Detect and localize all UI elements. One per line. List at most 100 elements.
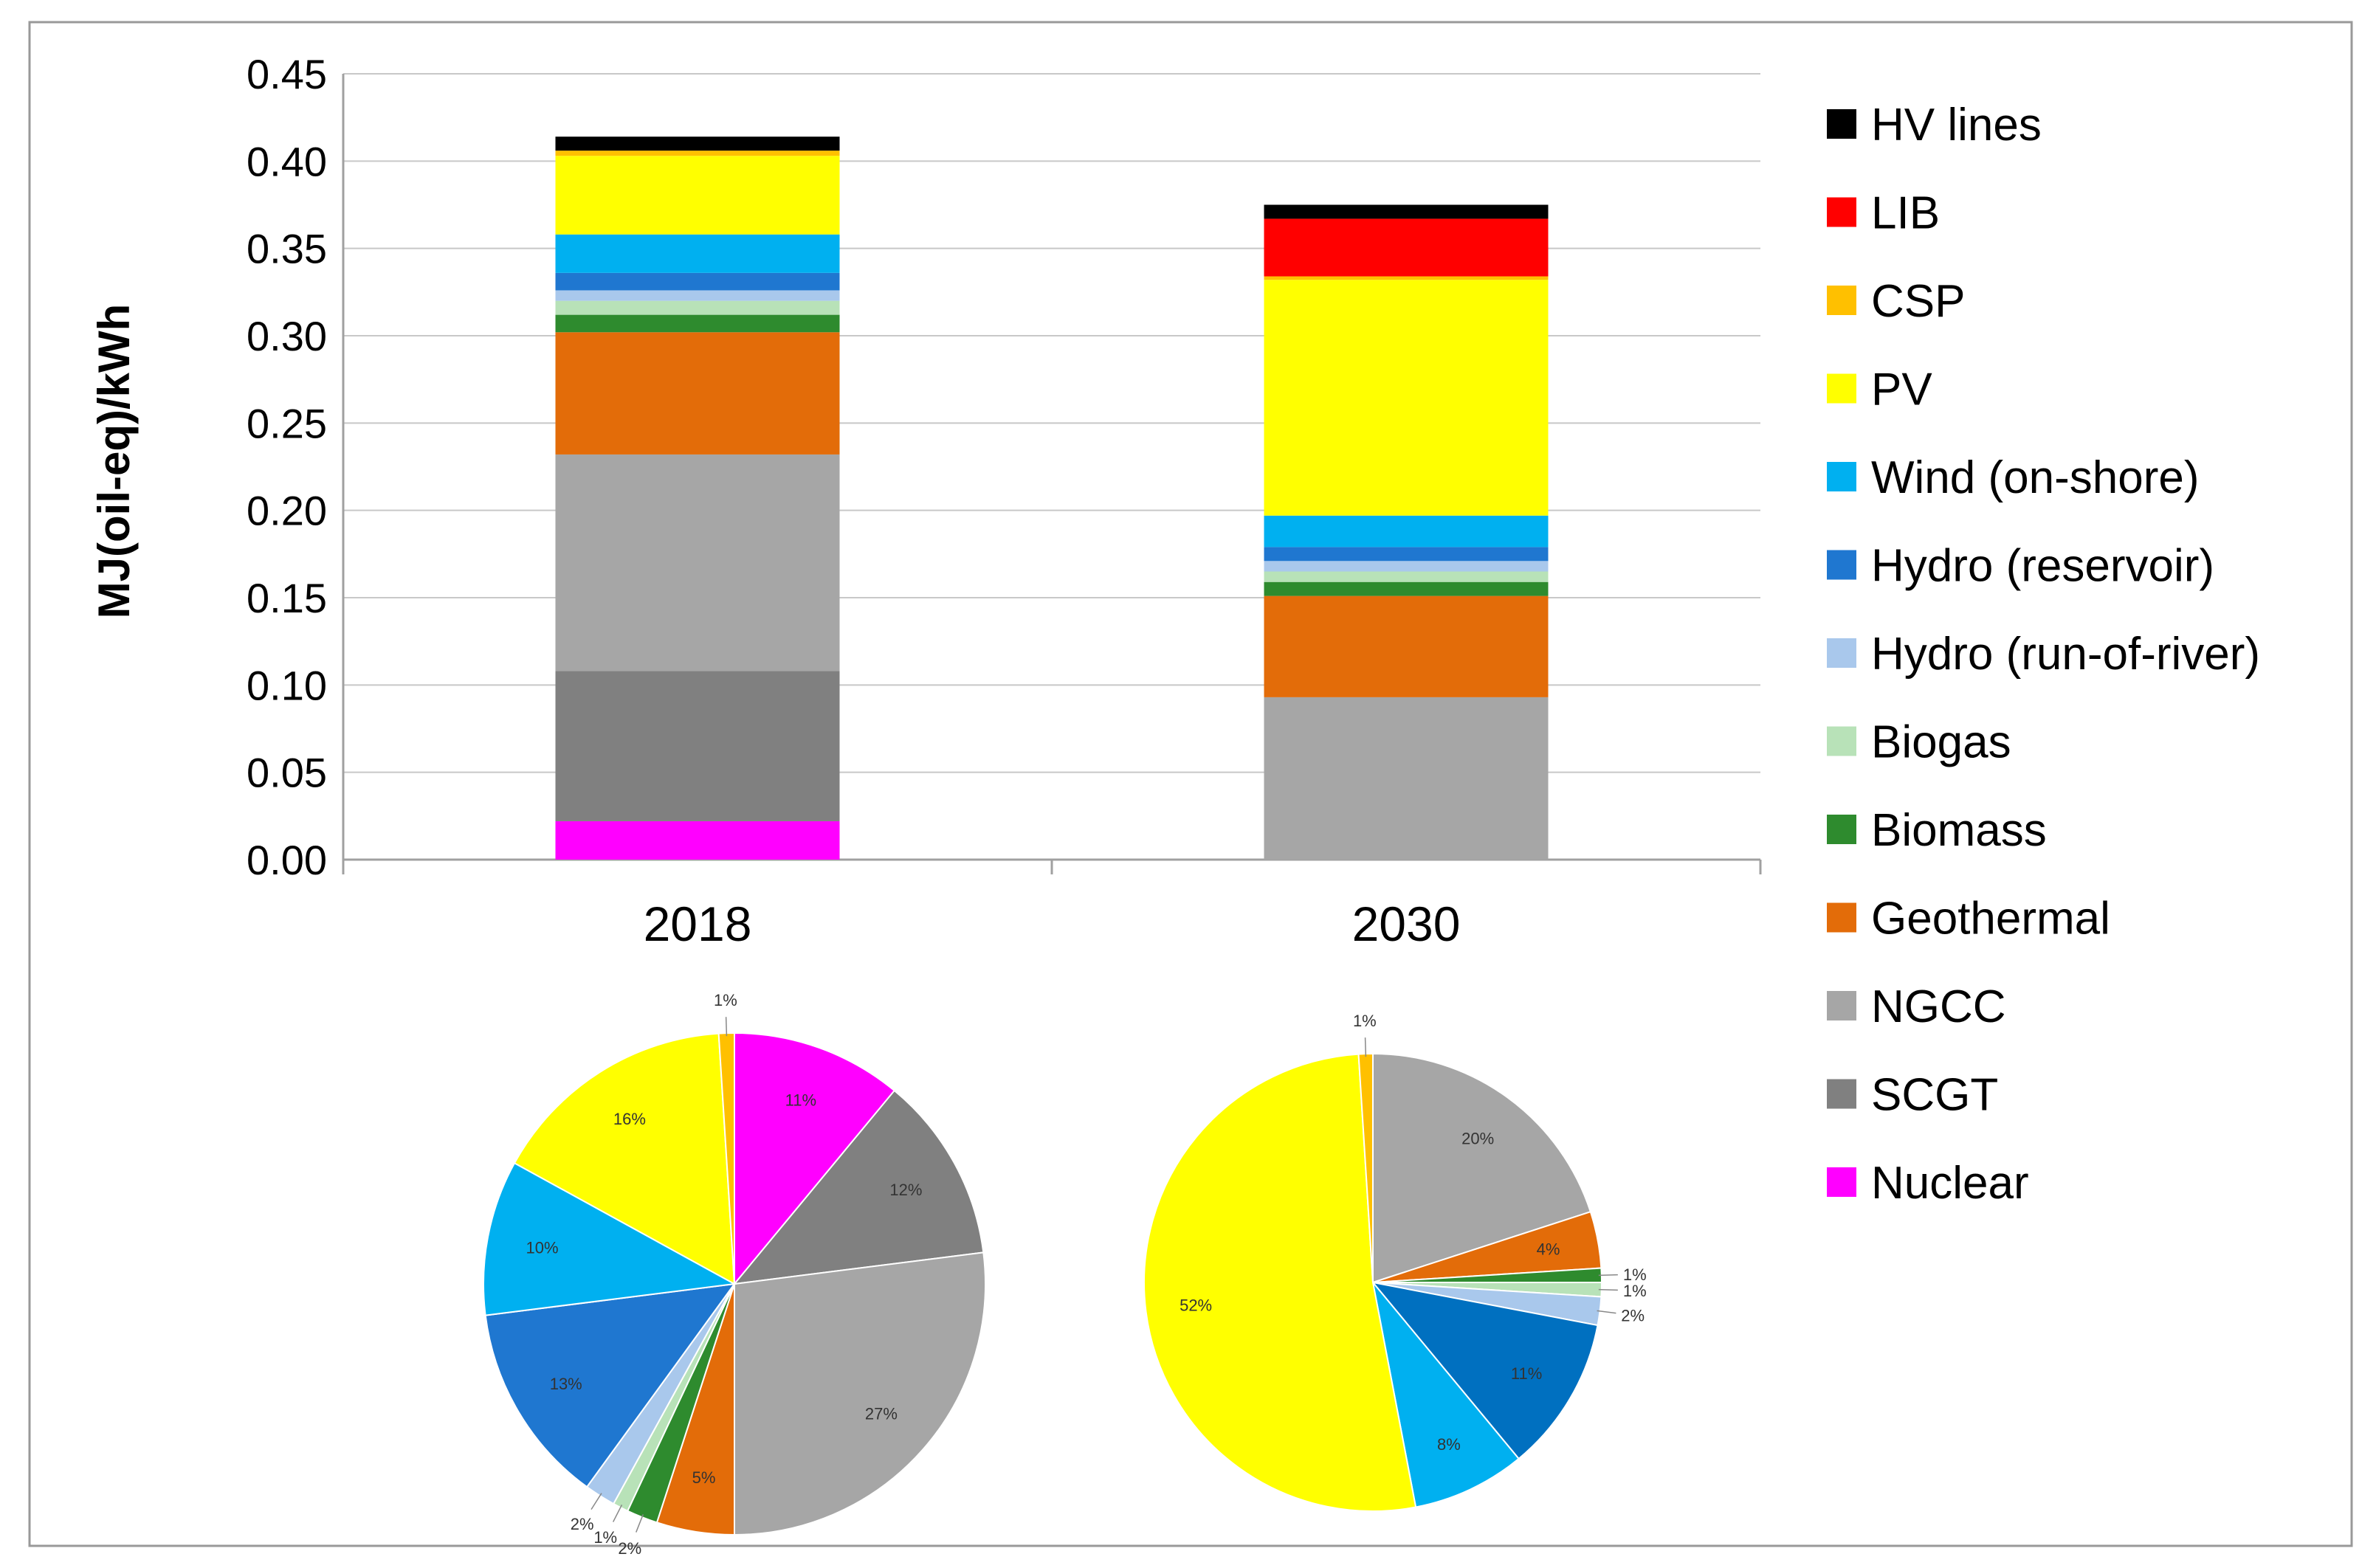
pie-label-2018-geothermal: 5% (692, 1468, 716, 1487)
y-tick-labels: 0.00 0.05 0.10 0.15 0.20 0.25 0.30 0.35 0.40 0.45 (247, 51, 327, 883)
y-axis-title: MJ(oil-eq)/kWh (89, 304, 139, 619)
pie-slice-2018-scgt (732, 1089, 985, 1285)
bar-segment-2030-biogas (1264, 571, 1549, 582)
pie-label-2030-geothermal: 4% (1537, 1240, 1560, 1259)
y-tick-label: 0.45 (247, 51, 327, 97)
bar-segment-2018-hv-lines (555, 137, 840, 151)
pie-leader-line (1597, 1310, 1616, 1314)
y-tick-label: 0.25 (247, 400, 327, 446)
bar-segment-2018-csp (555, 151, 840, 156)
legend-swatch (1827, 638, 1856, 668)
pie-slice-2018-nuclear (734, 1032, 896, 1286)
pie-slice-2030-pv (1143, 1053, 1417, 1512)
legend-swatch (1827, 991, 1856, 1020)
pie-label-2030-hydro-run-of-river: 2% (1621, 1306, 1645, 1324)
legend-swatch (1827, 373, 1856, 404)
legend-item-pv: PV (1827, 365, 1932, 415)
legend-item-biomass: Biomass (1827, 805, 2047, 856)
bar-segment-2018-hydro-run-of-river (555, 290, 840, 301)
pie-slice-2018-wind-on-shore (483, 1161, 737, 1316)
pie-leader-line (590, 1493, 602, 1510)
legend-label: Biomass (1871, 805, 2047, 856)
pie-label-2018-nuclear: 11% (785, 1091, 816, 1109)
bar-segment-2018-scgt (555, 671, 840, 821)
bar-segment-2018-wind-on-shore (555, 234, 840, 273)
legend-swatch (1827, 1079, 1856, 1109)
y-tick-label: 0.10 (247, 662, 327, 708)
bar-segment-2030-csp (1264, 276, 1549, 280)
pie-label-2030-ngcc: 20% (1461, 1129, 1494, 1147)
legend-swatch (1827, 902, 1856, 933)
pie-slice-2018-hydro-reservoir (484, 1282, 737, 1488)
bar-segment-2030-biomass (1264, 581, 1549, 596)
bar-segment-2030-hv-lines (1264, 204, 1549, 219)
pie-label-2018-biomass: 2% (618, 1539, 641, 1558)
bar-segment-2030-hydro-reservoir (1264, 547, 1549, 562)
legend-item-hv-lines: HV lines (1827, 100, 2042, 151)
bar-segments (555, 137, 1549, 860)
legend-swatch (1827, 1167, 1856, 1197)
pie-label-2030-biomass: 1% (1623, 1265, 1647, 1284)
pie-label-2018-csp: 1% (714, 991, 737, 1009)
pie-slice-2018-ngcc (734, 1251, 986, 1536)
pie-chart-2018: 11%12%27%5%2%1%2%13%10%16%1% (483, 991, 986, 1558)
legend-item-biogas: Biogas (1827, 717, 2011, 768)
legend-item-hydro-reservoir: Hydro (reservoir) (1827, 541, 2214, 592)
pie-slice-2030-hydro-reservoir (1371, 1281, 1599, 1460)
legend-label: CSP (1871, 276, 1965, 327)
y-tick-label: 0.30 (247, 313, 327, 359)
legend-item-scgt: SCGT (1827, 1070, 1998, 1121)
pie-slice-2018-pv (513, 1032, 736, 1285)
pie-label-2030-wind-on-shore: 8% (1437, 1435, 1461, 1454)
pie-label-2018-ngcc: 27% (865, 1404, 898, 1423)
pie-slice-2030-ngcc (1372, 1052, 1592, 1284)
pie-slice-2030-wind-on-shore (1372, 1282, 1521, 1508)
legend-swatch (1827, 726, 1856, 756)
pie-label-2018-biogas: 1% (593, 1528, 617, 1547)
legend-item-csp: CSP (1827, 276, 1965, 327)
legend-item-lib: LIB (1827, 188, 1940, 239)
legend-item-ngcc: NGCC (1827, 981, 2006, 1032)
legend-label: Hydro (run-of-river) (1871, 629, 2260, 680)
legend-label: NGCC (1871, 981, 2006, 1032)
legend-label: PV (1871, 365, 1932, 415)
pie-label-2018-hydro-reservoir: 13% (550, 1375, 582, 1393)
x-category-label-2030: 2030 (1352, 897, 1461, 951)
bar-segment-2018-biogas (555, 300, 840, 315)
legend-swatch (1827, 815, 1856, 844)
legend-label: Geothermal (1871, 894, 2110, 944)
legend-swatch (1827, 550, 1856, 580)
bar-segment-2030-pv (1264, 280, 1549, 516)
bar-segment-2030-lib (1264, 218, 1549, 277)
legend-label: Nuclear (1871, 1158, 2029, 1209)
bar-segment-2018-nuclear (555, 821, 840, 860)
pie-label-2018-pv: 16% (613, 1110, 646, 1128)
legend-item-nuclear: Nuclear (1827, 1158, 2029, 1209)
y-tick-label: 0.00 (247, 837, 327, 883)
legend-label: LIB (1871, 188, 1940, 239)
y-tick-label: 0.40 (247, 138, 327, 184)
legend-item-geothermal: Geothermal (1827, 894, 2110, 944)
pie-leader-line (612, 1505, 623, 1522)
pie-label-2018-scgt: 12% (889, 1181, 922, 1199)
bar-segment-2030-wind-on-shore (1264, 515, 1549, 548)
pie-label-2018-wind-on-shore: 10% (526, 1238, 558, 1257)
bar-segment-2018-geothermal (555, 332, 840, 455)
legend: HV lines LIB CSP PV Wind (on-shore) Hydro (re… (1827, 100, 2260, 1209)
pie-label-2030-hydro-reservoir: 11% (1511, 1364, 1542, 1383)
y-tick-label: 0.05 (247, 750, 327, 796)
bar-segment-2018-biomass (555, 314, 840, 333)
legend-swatch (1827, 197, 1856, 227)
pie-leader-line (1598, 1274, 1618, 1277)
pie-label-2030-csp: 1% (1353, 1012, 1377, 1030)
pie-leader-line (1598, 1288, 1618, 1291)
y-tick-label: 0.15 (247, 575, 327, 621)
legend-item-wind-on-shore: Wind (on-shore) (1827, 452, 2199, 503)
pie-leader-line (636, 1514, 644, 1533)
pie-label-2030-pv: 52% (1180, 1296, 1212, 1314)
bar-segment-2030-geothermal (1264, 595, 1549, 697)
legend-label: Hydro (reservoir) (1871, 541, 2214, 592)
x-category-label-2018: 2018 (644, 897, 752, 951)
